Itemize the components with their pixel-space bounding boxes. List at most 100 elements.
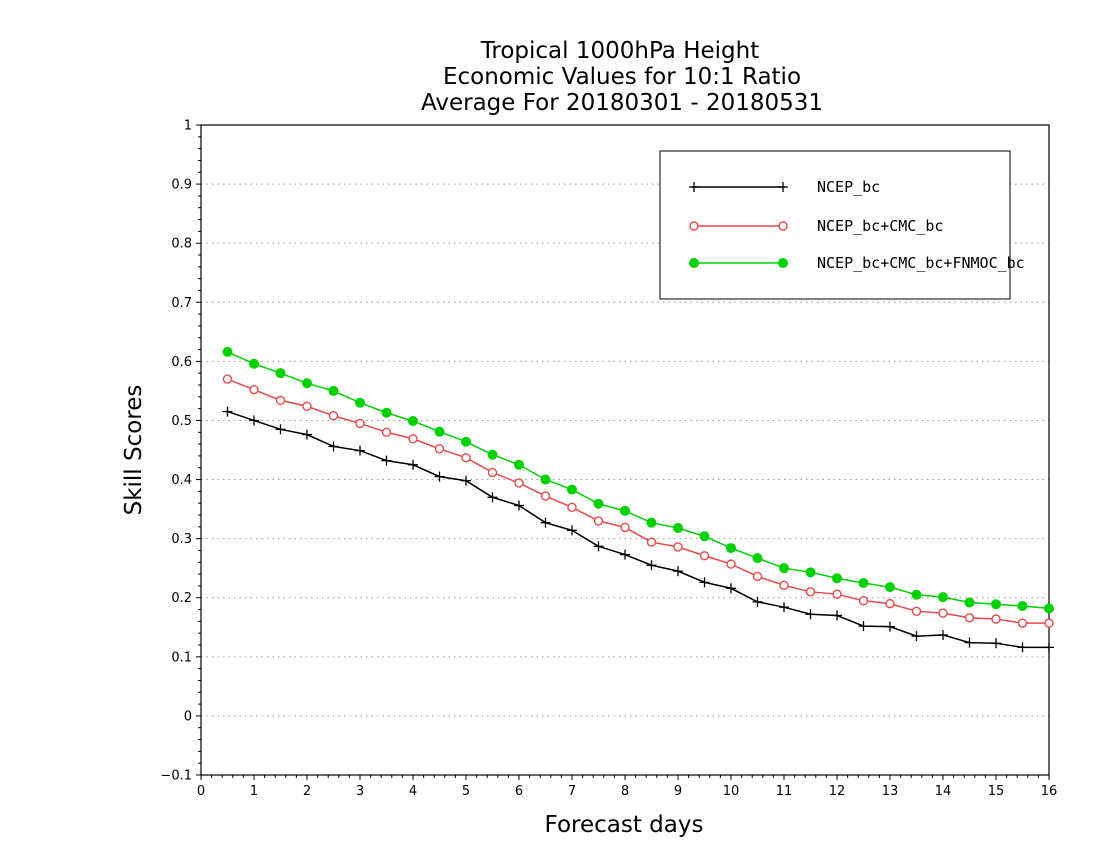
series-line: [227, 410, 1049, 649]
x-tick-label: 13: [882, 784, 899, 799]
data-point: [779, 563, 789, 574]
data-point: [249, 358, 259, 369]
x-tick-label: 0: [197, 784, 205, 799]
legend-item-3: NCEP_bc+CMC_bc+FNMOC_bc: [689, 254, 1025, 272]
series-2: [222, 374, 1054, 628]
data-point: [726, 559, 736, 569]
data-point: [514, 459, 524, 470]
x-tick-label: 12: [829, 784, 846, 799]
data-point: [646, 517, 657, 528]
data-point: [673, 523, 683, 533]
x-tick-label: 2: [303, 784, 311, 799]
data-point: [487, 492, 498, 503]
legend-item-1: NCEP_bc: [689, 178, 880, 196]
x-tick-label: 3: [356, 784, 364, 799]
data-point: [514, 500, 524, 511]
data-point: [1044, 603, 1054, 614]
data-point: [699, 577, 710, 588]
data-point: [991, 599, 1001, 610]
data-point: [434, 444, 445, 454]
data-point: [938, 629, 948, 640]
data-point: [540, 517, 551, 528]
y-axis: −0.1 0 0.1 0.2 0.3 0.4 0.5 0.6 0.7 0.8 0.9 1: [160, 119, 201, 784]
data-point: [408, 416, 418, 427]
x-axis: 0 1 2 3 4 5 6 7 8 9 10 11 12 13 14 15 16: [197, 775, 1057, 799]
data-point: [514, 478, 524, 488]
data-point: [1044, 618, 1054, 628]
series-line: [227, 378, 1049, 624]
x-tick-label: 15: [988, 784, 1005, 799]
data-point: [567, 502, 577, 513]
data-point: [381, 407, 392, 418]
legend-item-2: NCEP_bc+CMC_bc: [689, 217, 943, 235]
data-point: [1044, 642, 1054, 653]
data-point: [752, 571, 763, 582]
data-point: [249, 385, 259, 395]
y-tick-label: 0.6: [171, 355, 192, 370]
data-point: [620, 505, 630, 516]
legend-marker: [689, 182, 699, 192]
legend-marker: [689, 258, 699, 268]
data-point: [275, 395, 286, 406]
x-tick-label: 14: [935, 784, 952, 799]
y-tick-label: 0.8: [171, 237, 192, 252]
data-point: [461, 436, 471, 447]
data-point: [699, 551, 710, 561]
legend-label: NCEP_bc+CMC_bc+FNMOC_bc: [817, 254, 1025, 272]
x-tick-label: 6: [515, 784, 523, 799]
data-point: [911, 589, 922, 600]
data-point: [646, 560, 657, 571]
data-point: [673, 566, 683, 577]
legend-marker: [689, 221, 699, 231]
data-point: [779, 602, 789, 613]
y-tick-label: 1: [184, 119, 192, 134]
legend-label: NCEP_bc: [817, 178, 880, 196]
data-point: [805, 609, 816, 620]
x-tick-label: 10: [723, 784, 740, 799]
data-point: [991, 638, 1001, 649]
data-point: [222, 406, 233, 417]
y-tick-label: 0: [184, 709, 192, 724]
data-point: [832, 573, 842, 584]
legend-marker: [778, 258, 788, 268]
data-point: [805, 587, 816, 597]
data-point: [726, 583, 736, 594]
data-point: [328, 385, 339, 396]
data-point: [752, 553, 763, 564]
x-tick-label: 7: [568, 784, 576, 799]
data-point: [858, 621, 869, 632]
chart-title-line-1: Tropical 1000hPa Height: [480, 38, 760, 64]
data-point: [858, 577, 869, 588]
y-tick-label: 0.1: [171, 650, 192, 665]
data-point: [964, 637, 975, 648]
y-tick-label: 0.2: [171, 591, 192, 606]
x-tick-label: 5: [462, 784, 470, 799]
data-point: [938, 592, 948, 603]
data-point: [355, 445, 365, 456]
x-tick-label: 16: [1041, 784, 1058, 799]
x-tick-label: 4: [409, 784, 417, 799]
data-point: [487, 467, 498, 478]
data-point: [1017, 642, 1028, 653]
data-point: [1017, 618, 1028, 628]
data-point: [646, 537, 657, 547]
data-point: [567, 484, 577, 495]
data-point: [540, 491, 551, 501]
data-point: [832, 589, 842, 599]
data-point: [911, 606, 922, 617]
data-point: [832, 610, 842, 621]
chart-title: Tropical 1000hPa Height Economic Values …: [421, 38, 823, 116]
series-layer: [222, 346, 1054, 653]
data-point: [328, 441, 339, 452]
chart-title-line-2: Economic Values for 10:1 Ratio: [443, 64, 801, 90]
chart-title-line-3: Average For 20180301 - 20180531: [421, 90, 823, 116]
data-point: [275, 368, 286, 379]
data-point: [381, 427, 392, 437]
data-point: [222, 374, 233, 384]
data-point: [434, 471, 445, 482]
data-point: [593, 498, 604, 509]
data-point: [355, 418, 365, 429]
legend-marker: [778, 182, 788, 192]
x-tick-label: 11: [776, 784, 793, 799]
data-point: [885, 621, 895, 632]
